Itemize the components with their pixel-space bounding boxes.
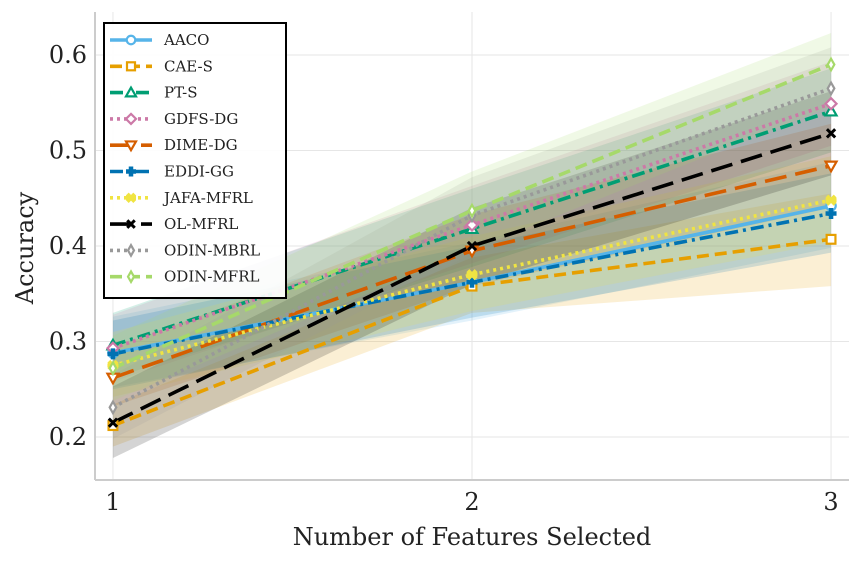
legend-label: ODIN-MFRL (164, 268, 260, 286)
legend-label: OL-MFRL (164, 215, 238, 233)
line-ol-mfrl (112, 131, 832, 425)
point-ol-mfrl-1 (107, 417, 119, 428)
axes: 0.2 0.3 0.4 0.5 0.6 1 2 3 (49, 12, 849, 516)
x-axis-label: Number of Features Selected (293, 523, 652, 551)
legend-marker (125, 61, 137, 72)
legend-label: PT-S (164, 84, 198, 102)
legend-item: ODIN-MFRL (110, 268, 260, 286)
legend-marker (124, 85, 138, 98)
legend-label: CAE-S (164, 57, 213, 75)
legend-marker (124, 112, 138, 126)
point-ol-mfrl-2 (466, 240, 478, 252)
point-odin-mfrl-2 (467, 202, 477, 219)
point-odin-mbrl-3 (826, 80, 836, 97)
legend-item: GDFS-DG (110, 110, 238, 128)
legend-marker (125, 34, 137, 46)
x-tick-label: 3 (823, 488, 838, 516)
legend-label: ODIN-MBRL (164, 241, 260, 259)
x-tick-label: 2 (464, 488, 479, 516)
point-gdfs-dg-3 (823, 96, 839, 111)
legend-label: EDDI-GG (164, 163, 234, 181)
line-odin-mfrl (112, 62, 832, 370)
legend-marker (126, 166, 136, 177)
legend-marker (126, 242, 136, 258)
legend-item: DIME-DG (110, 136, 238, 154)
legend-marker (126, 269, 136, 285)
legend-marker (125, 192, 137, 203)
point-cae-s-3 (825, 233, 837, 245)
legend-marker (124, 140, 138, 153)
legend-label: JAFA-MFRL (162, 189, 253, 207)
point-odin-mfrl-3 (826, 56, 836, 73)
point-dime-dg-3 (823, 160, 839, 174)
band-cae-s (112, 193, 832, 447)
y-tick-label: 0.4 (49, 232, 87, 260)
legend-item: AACO (110, 31, 209, 49)
y-tick-label: 0.3 (49, 328, 87, 356)
series-markers (105, 56, 839, 432)
y-tick-label: 0.2 (49, 423, 87, 451)
legend-item: OL-MFRL (110, 215, 238, 233)
legend-item: EDDI-GG (110, 163, 234, 181)
legend-marker (126, 219, 136, 229)
legend: AACO CAE-S PT-S GDFS-DG DIME-DG EDDI-GG JAFA-M… (103, 22, 287, 299)
legend-item: ODIN-MBRL (110, 241, 260, 259)
y-axis-label: Accuracy (11, 191, 39, 305)
x-tick-label: 1 (105, 488, 120, 516)
point-eddi-gg-2 (466, 276, 478, 288)
point-ol-mfrl-3 (825, 128, 837, 139)
legend-item: JAFA-MFRL (110, 189, 253, 207)
point-eddi-gg-1 (107, 348, 119, 360)
y-tick-label: 0.6 (49, 41, 87, 69)
point-gdfs-dg-2 (464, 217, 480, 233)
point-jafa-mfrl-3 (825, 194, 837, 206)
point-eddi-gg-3 (825, 208, 837, 220)
point-odin-mbrl-1 (108, 399, 118, 416)
point-jafa-mfrl-2 (466, 269, 478, 281)
line-pt-s (112, 109, 832, 348)
y-tick-label: 0.5 (49, 136, 87, 164)
legend-label: GDFS-DG (164, 110, 238, 128)
band-odin-mbrl (112, 47, 832, 439)
point-odin-mfrl-1 (108, 360, 118, 377)
legend-item: PT-S (110, 84, 198, 102)
legend-label: AACO (163, 31, 209, 49)
legend-item: CAE-S (110, 57, 213, 75)
legend-label: DIME-DG (164, 136, 238, 154)
